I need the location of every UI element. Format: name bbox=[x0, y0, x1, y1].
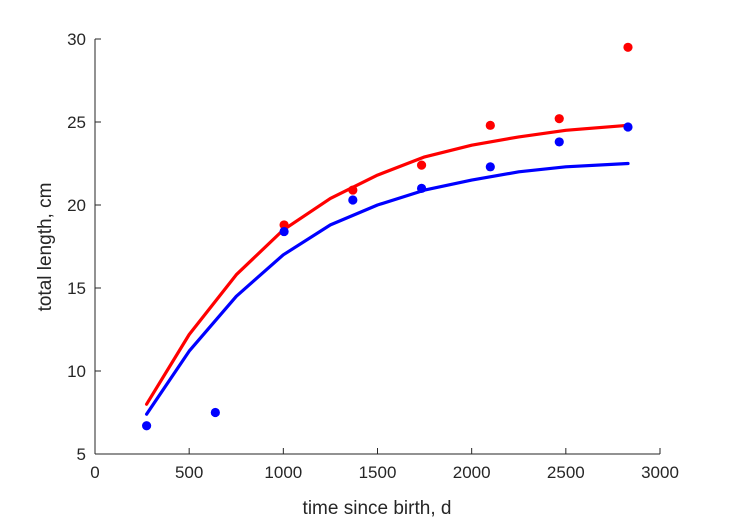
x-tick-label: 500 bbox=[175, 463, 203, 482]
data-point bbox=[485, 120, 495, 130]
data-point bbox=[279, 226, 289, 237]
x-tick-label: 0 bbox=[90, 463, 99, 482]
x-tick-label: 1500 bbox=[359, 463, 397, 482]
data-point bbox=[279, 220, 289, 230]
data-point bbox=[554, 137, 564, 147]
plot-area bbox=[95, 39, 660, 454]
data-point bbox=[348, 195, 358, 205]
data-point bbox=[554, 114, 564, 124]
y-tick-label: 25 bbox=[67, 113, 86, 132]
y-tick-label: 10 bbox=[67, 362, 86, 381]
data-point bbox=[210, 407, 220, 418]
y-tick-label: 20 bbox=[67, 196, 86, 215]
fit-curve-2 bbox=[145, 161, 630, 416]
data-point bbox=[416, 160, 427, 170]
fit-curves bbox=[145, 123, 630, 416]
tick-labels: 0 500 1000 1500 2000 2500 3000 5 10 15 20 25 30 bbox=[67, 30, 679, 482]
y-tick-label: 5 bbox=[77, 445, 86, 464]
x-tick-label: 1000 bbox=[264, 463, 302, 482]
x-tick-label: 2500 bbox=[547, 463, 585, 482]
data-point bbox=[142, 421, 152, 431]
data-point bbox=[623, 122, 633, 132]
x-tick-label: 3000 bbox=[641, 463, 679, 482]
data-points bbox=[142, 42, 633, 431]
data-point bbox=[623, 42, 633, 52]
axes bbox=[94, 38, 661, 455]
data-point bbox=[416, 183, 427, 193]
y-tick-label: 15 bbox=[67, 279, 86, 298]
y-axis-label: total length, cm bbox=[35, 183, 56, 312]
fit-curve-1 bbox=[145, 123, 630, 406]
x-tick-label: 2000 bbox=[453, 463, 491, 482]
data-point bbox=[348, 185, 358, 195]
data-point bbox=[485, 162, 495, 172]
y-tick-label: 30 bbox=[67, 30, 86, 49]
x-axis-label: time since birth, d bbox=[303, 498, 452, 519]
